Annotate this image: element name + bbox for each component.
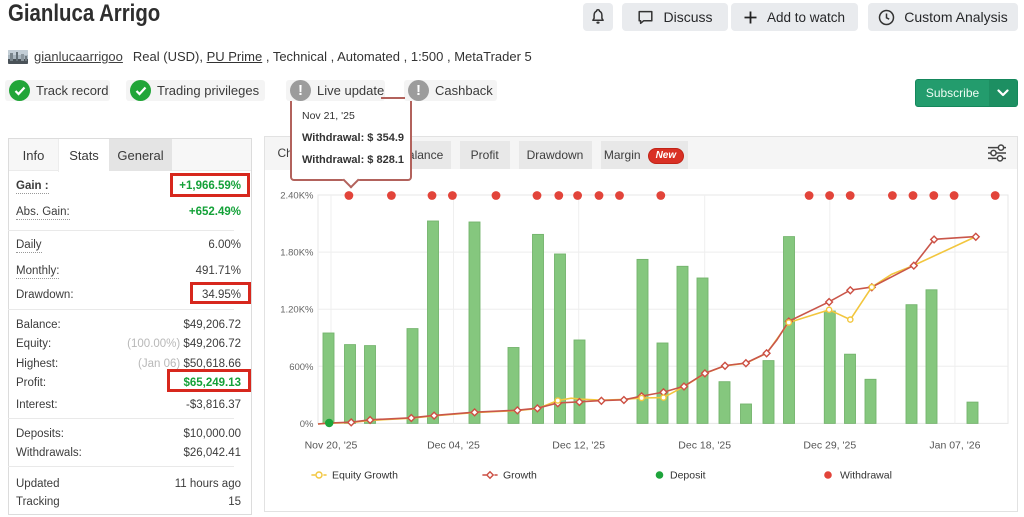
svg-text:600%: 600%: [289, 362, 314, 373]
svg-text:1.80K%: 1.80K%: [280, 248, 314, 259]
svg-text:0%: 0%: [300, 419, 314, 430]
svg-text:Equity Growth: Equity Growth: [332, 470, 398, 482]
svg-text:Jan 07, '26: Jan 07, '26: [929, 440, 980, 452]
svg-text:Nov 20, '25: Nov 20, '25: [305, 440, 358, 452]
svg-text:Deposit: Deposit: [670, 470, 706, 482]
svg-text:Dec 29, '25: Dec 29, '25: [803, 440, 856, 452]
svg-text:Growth: Growth: [503, 470, 537, 482]
svg-text:Withdrawal: Withdrawal: [840, 470, 892, 482]
svg-text:1.20K%: 1.20K%: [280, 305, 314, 316]
svg-text:Dec 04, '25: Dec 04, '25: [427, 440, 480, 452]
svg-text:Dec 18, '25: Dec 18, '25: [678, 440, 731, 452]
svg-text:Dec 12, '25: Dec 12, '25: [552, 440, 605, 452]
svg-text:2.40K%: 2.40K%: [280, 191, 314, 202]
